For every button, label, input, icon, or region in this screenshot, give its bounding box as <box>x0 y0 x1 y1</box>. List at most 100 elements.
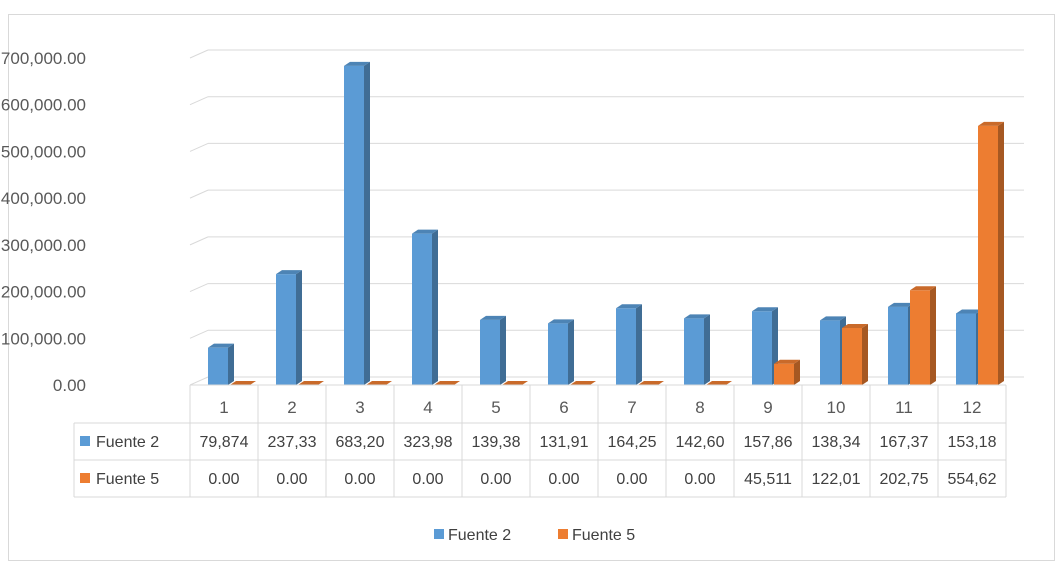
x-tick-label: 4 <box>423 398 432 417</box>
bar-side <box>500 315 506 385</box>
bar-side <box>364 61 370 386</box>
bar-side <box>930 286 936 385</box>
bar-side <box>296 270 302 385</box>
bar-front <box>888 306 908 385</box>
bar-top <box>638 381 664 385</box>
bar-top <box>842 324 868 329</box>
table-cell: 122,01 <box>812 471 861 488</box>
bar-side <box>636 304 642 385</box>
gridline-diagonal <box>189 142 209 152</box>
bar-front <box>752 311 772 385</box>
bar-front <box>616 308 636 385</box>
gridline-diagonal <box>189 329 209 339</box>
legend-label: Fuente 2 <box>448 527 511 544</box>
bar-side <box>794 359 800 385</box>
y-axis: 0.00 100,000.00 200,000.00 300,000.00 400,00… <box>1 49 86 395</box>
table-cell: 554,62 <box>948 471 997 488</box>
bar-fuente-2 <box>412 229 438 385</box>
gridline-diagonal <box>189 236 209 246</box>
bar-top <box>616 304 642 309</box>
bar-side <box>704 314 710 385</box>
x-tick-label: 5 <box>491 398 500 417</box>
table-cell: 167,37 <box>880 434 929 451</box>
bar-top <box>774 359 800 364</box>
x-tick-label: 2 <box>287 398 296 417</box>
bar-top <box>706 381 732 385</box>
bar-top <box>570 381 596 385</box>
bar-front <box>344 65 364 386</box>
bar-top <box>230 381 256 385</box>
x-tick-label: 8 <box>695 398 704 417</box>
gridline-diagonal <box>189 96 209 106</box>
gridline-diagonal <box>189 189 209 199</box>
y-tick-label: 400,000.00 <box>1 189 86 208</box>
table-cell: 0.00 <box>412 471 443 488</box>
table-cell: 131,91 <box>540 434 589 451</box>
legend-item: Fuente 5 <box>558 527 635 544</box>
bar-fuente-2 <box>276 270 302 385</box>
y-tick-label: 200,000.00 <box>1 283 86 302</box>
bar-side <box>568 319 574 385</box>
legend: Fuente 2 Fuente 5 <box>434 527 635 544</box>
table-cell: 0.00 <box>616 471 647 488</box>
bar-top <box>298 381 324 385</box>
bar-fuente-2 <box>548 319 574 385</box>
table-cell: 153,18 <box>948 434 997 451</box>
table-cell: 139,38 <box>472 434 521 451</box>
x-tick-label: 6 <box>559 398 568 417</box>
bar-top <box>412 229 438 234</box>
table-series-label: Fuente 2 <box>96 434 159 451</box>
table-cell: 138,34 <box>812 434 861 451</box>
legend-label: Fuente 5 <box>572 527 635 544</box>
bar-top <box>366 381 392 385</box>
x-tick-label: 1 <box>219 398 228 417</box>
table-cell: 157,86 <box>744 434 793 451</box>
gridline-diagonal <box>189 49 209 59</box>
bar-front <box>978 125 998 385</box>
table-legend-key <box>80 473 90 483</box>
gridline-diagonal <box>189 283 209 293</box>
table-cell: 142,60 <box>676 434 725 451</box>
x-tick-label: 11 <box>895 398 913 417</box>
table-cell: 79,874 <box>200 434 249 451</box>
bar-fuente-2 <box>480 315 506 385</box>
bar-front <box>956 313 976 385</box>
gridline-diagonal <box>189 376 209 386</box>
x-tick-label: 3 <box>355 398 364 417</box>
bar-fuente-5 <box>910 286 936 385</box>
bar-front <box>684 318 704 385</box>
bar-top <box>480 315 506 320</box>
bar-side <box>998 121 1004 385</box>
table-cell: 0.00 <box>344 471 375 488</box>
y-tick-label: 500,000.00 <box>1 142 86 161</box>
bar-top <box>344 61 370 66</box>
bar-top <box>956 309 982 314</box>
bar-front <box>480 319 500 385</box>
x-tick-label: 9 <box>763 398 772 417</box>
table-cell: 164,25 <box>608 434 657 451</box>
y-tick-label: 300,000.00 <box>1 236 86 255</box>
table-cell: 0.00 <box>480 471 511 488</box>
y-tick-label: 600,000.00 <box>1 96 86 115</box>
bar-top <box>910 286 936 291</box>
bar-front <box>412 233 432 385</box>
y-tick-label: 0.00 <box>53 376 86 395</box>
bar-side <box>228 343 234 385</box>
table-cell: 683,20 <box>336 434 385 451</box>
bar-top <box>208 343 234 348</box>
bar-front <box>820 320 840 385</box>
table-cell: 0.00 <box>548 471 579 488</box>
bar-side <box>432 229 438 385</box>
table-cell: 45,511 <box>744 471 792 488</box>
y-tick-label: 700,000.00 <box>1 49 86 68</box>
table-cell: 0.00 <box>684 471 715 488</box>
bar-front <box>208 347 228 385</box>
bar-top <box>434 381 460 385</box>
bar-fuente-5 <box>978 121 1004 385</box>
table-cell: 0.00 <box>276 471 307 488</box>
table-cell: 202,75 <box>880 471 929 488</box>
bar-fuente-5 <box>842 324 868 385</box>
chart-frame <box>8 14 1055 561</box>
